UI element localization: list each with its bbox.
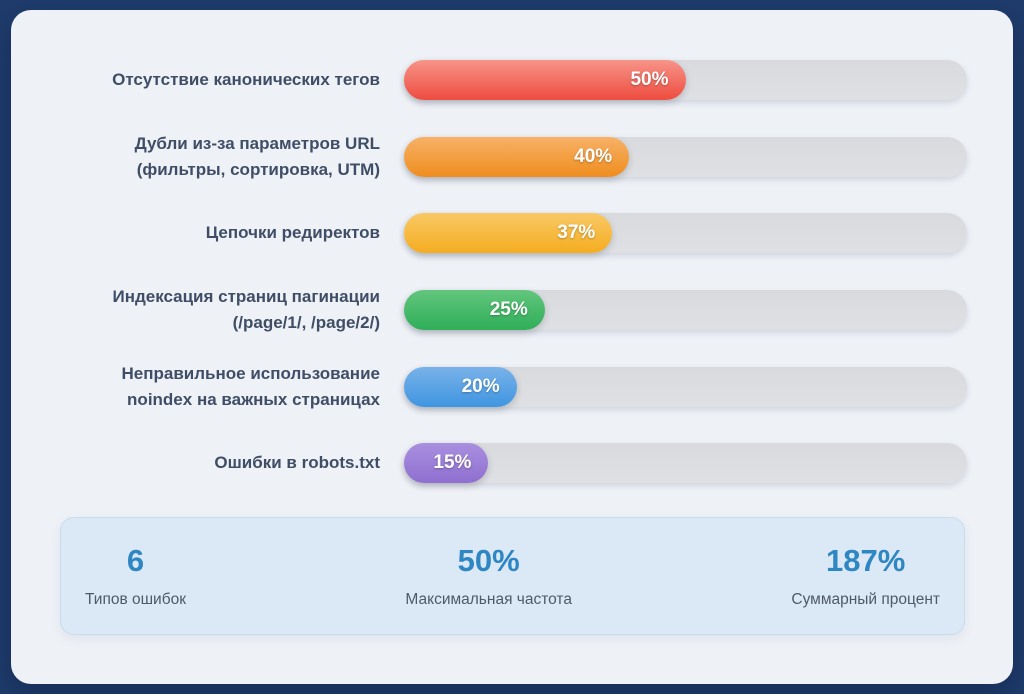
bar-value-label: 40% [574, 145, 613, 167]
summary-stat-error-types: 6 Типов ошибок [85, 543, 186, 609]
chart-card: Отсутствие канонических тегов 50% Дубли … [11, 10, 1013, 684]
bar-value-label: 25% [489, 299, 528, 321]
bar-label-line: Отсутствие канонических тегов [112, 70, 380, 90]
bar-fill: 37% [404, 213, 613, 254]
bar-label: Цепочки редиректов [11, 220, 404, 246]
bar-label-line: Неправильное использование [121, 363, 380, 383]
bar-fill: 25% [404, 290, 545, 331]
bar-label-line: (фильтры, сортировка, UTM) [136, 159, 380, 179]
bar-value-label: 20% [461, 375, 500, 397]
summary-label: Суммарный процент [791, 591, 940, 608]
bar-row-url-duplicates: Дубли из-за параметров URL (фильтры, сор… [11, 119, 1013, 196]
bar-fill: 20% [404, 366, 517, 407]
bar-value-label: 37% [557, 222, 596, 244]
summary-value: 187% [826, 543, 906, 578]
bar-label: Индексация страниц пагинации (/page/1/, … [11, 284, 404, 336]
bar-label-line: (/page/1/, /page/2/) [232, 313, 380, 333]
bar-label-line: Цепочки редиректов [205, 223, 380, 243]
summary-value: 6 [126, 543, 145, 578]
bar-row-robots-errors: Ошибки в robots.txt 15% [11, 425, 1013, 502]
bar-track: 40% [404, 136, 967, 177]
summary-label: Максимальная частота [405, 591, 572, 608]
bar-row-canonical-tags: Отсутствие канонических тегов 50% [11, 42, 1013, 119]
bar-label: Отсутствие канонических тегов [11, 67, 404, 93]
bar-row-pagination-indexing: Индексация страниц пагинации (/page/1/, … [11, 272, 1013, 349]
bar-fill: 40% [404, 136, 630, 177]
bar-value-label: 50% [630, 69, 669, 91]
bar-fill: 50% [404, 60, 686, 101]
bar-label: Неправильное использование noindex на ва… [11, 361, 404, 413]
bar-track: 50% [404, 60, 967, 101]
summary-value: 50% [457, 543, 520, 578]
bar-track: 15% [404, 443, 967, 484]
bar-chart: Отсутствие канонических тегов 50% Дубли … [11, 10, 1013, 502]
summary-stat-max-frequency: 50% Максимальная частота [405, 543, 572, 609]
bar-label: Дубли из-за параметров URL (фильтры, сор… [11, 131, 404, 183]
bar-label-line: Дубли из-за параметров URL [134, 133, 380, 153]
summary-stat-total-percent: 187% Суммарный процент [791, 543, 940, 609]
summary-label: Типов ошибок [85, 591, 186, 608]
bar-label: Ошибки в robots.txt [11, 450, 404, 476]
bar-value-label: 15% [433, 452, 472, 474]
bar-row-noindex-misuse: Неправильное использование noindex на ва… [11, 348, 1013, 425]
bar-label-line: Ошибки в robots.txt [214, 453, 380, 473]
bar-track: 37% [404, 213, 967, 254]
bar-track: 20% [404, 366, 967, 407]
bar-label-line: noindex на важных страницах [127, 389, 380, 409]
bar-track: 25% [404, 290, 967, 331]
bar-label-line: Индексация страниц пагинации [112, 287, 380, 307]
summary-panel: 6 Типов ошибок 50% Максимальная частота … [60, 517, 965, 635]
bar-row-redirect-chains: Цепочки редиректов 37% [11, 195, 1013, 272]
bar-fill: 15% [404, 443, 489, 484]
